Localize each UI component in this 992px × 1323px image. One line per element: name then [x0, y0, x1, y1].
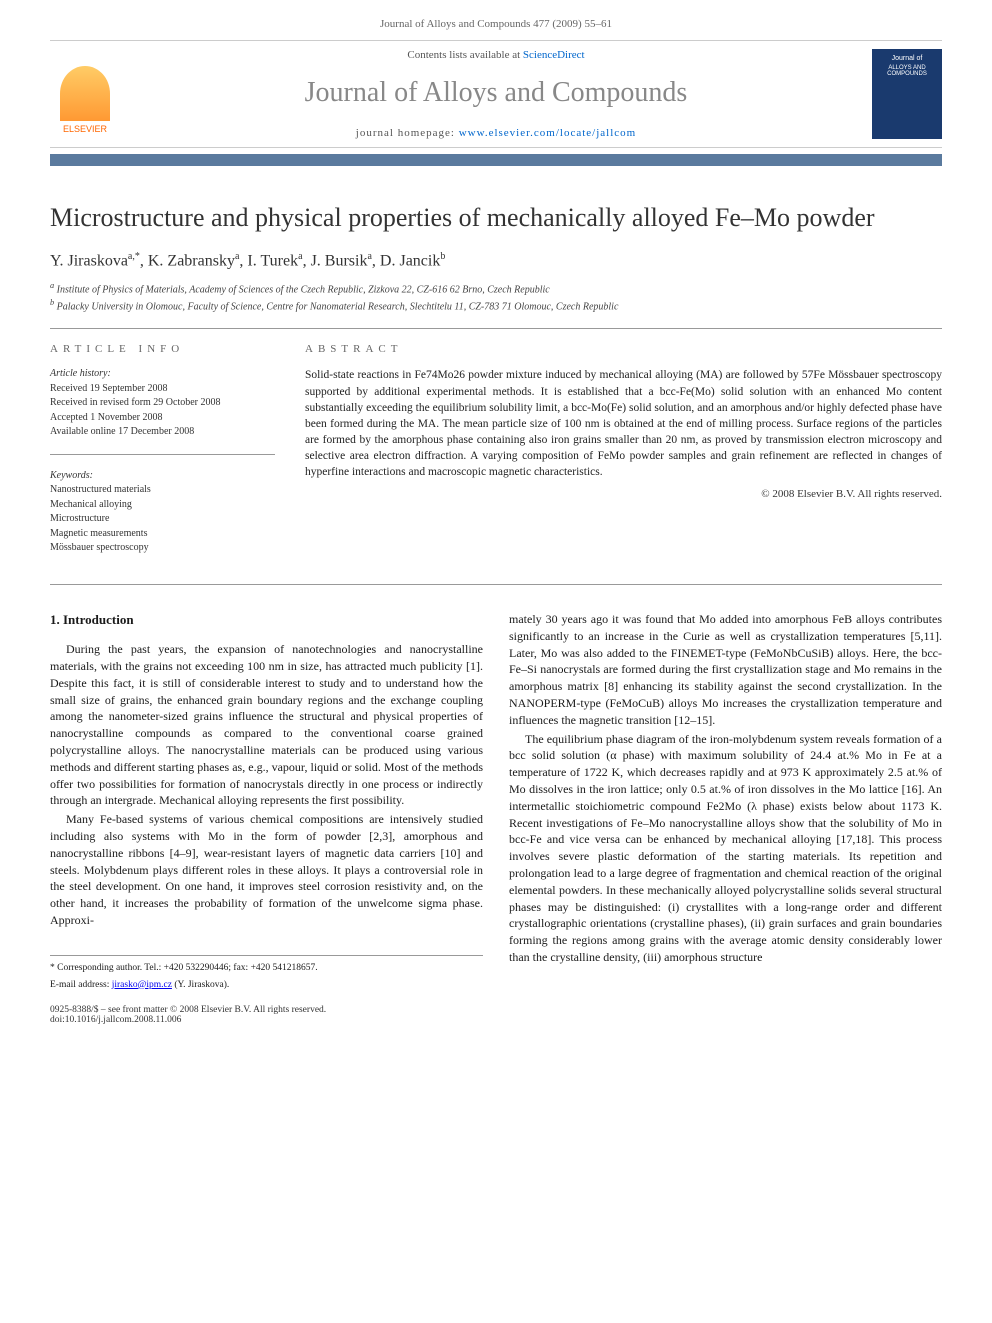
affiliations: a Institute of Physics of Materials, Aca… — [50, 280, 942, 315]
cover-text-2: ALLOYS AND COMPOUNDS — [876, 65, 938, 77]
info-divider — [50, 454, 275, 455]
para-4: The equilibrium phase diagram of the iro… — [509, 731, 942, 966]
author-3: , I. Turek — [239, 252, 298, 269]
author-4: , J. Bursik — [303, 252, 368, 269]
corr-email-line: E-mail address: jirasko@ipm.cz (Y. Jiras… — [50, 979, 483, 992]
homepage-line: journal homepage: www.elsevier.com/locat… — [120, 127, 872, 139]
para-3: mately 30 years ago it was found that Mo… — [509, 611, 942, 729]
issn-line: 0925-8388/$ – see front matter © 2008 El… — [50, 1005, 326, 1015]
journal-name: Journal of Alloys and Compounds — [120, 77, 872, 109]
email-label: E-mail address: — [50, 980, 109, 990]
journal-banner: ELSEVIER Contents lists available at Sci… — [50, 40, 942, 148]
abstract-copyright: © 2008 Elsevier B.V. All rights reserved… — [305, 488, 942, 500]
article-info-head: article info — [50, 343, 275, 355]
abstract-column: abstract Solid-state reactions in Fe74Mo… — [305, 343, 942, 570]
journal-cover-thumb: Journal of ALLOYS AND COMPOUNDS — [872, 49, 942, 139]
corr-email-link[interactable]: jirasko@ipm.cz — [112, 980, 172, 990]
body-text: 1. Introduction During the past years, t… — [50, 611, 942, 991]
sciencedirect-link[interactable]: ScienceDirect — [523, 49, 585, 61]
contents-prefix: Contents lists available at — [407, 49, 522, 61]
history-label: Article history: — [50, 367, 275, 382]
corresponding-footer: * Corresponding author. Tel.: +420 53229… — [50, 955, 483, 992]
elsevier-tree-icon — [60, 66, 110, 121]
publisher-logo: ELSEVIER — [50, 54, 120, 134]
author-1-aff: a,* — [128, 251, 140, 262]
author-1: Y. Jiraskova — [50, 252, 128, 269]
para-2: Many Fe-based systems of various chemica… — [50, 811, 483, 929]
history-2: Accepted 1 November 2008 — [50, 411, 275, 426]
keyword-4: Mössbauer spectroscopy — [50, 541, 275, 556]
article-title: Microstructure and physical properties o… — [50, 202, 942, 235]
article-info-column: article info Article history: Received 1… — [50, 343, 275, 570]
email-who: (Y. Jiraskova). — [174, 980, 229, 990]
cover-text-1: Journal of — [876, 55, 938, 62]
corr-line: * Corresponding author. Tel.: +420 53229… — [50, 962, 483, 975]
keyword-3: Magnetic measurements — [50, 527, 275, 542]
keyword-2: Microstructure — [50, 512, 275, 527]
doi-line: doi:10.1016/j.jallcom.2008.11.006 — [50, 1015, 326, 1025]
author-5-aff: b — [440, 251, 445, 262]
keywords-block: Keywords: Nanostructured materials Mecha… — [50, 469, 275, 556]
divider-2 — [50, 584, 942, 585]
history-1: Received in revised form 29 October 2008 — [50, 396, 275, 411]
page-footer: 0925-8388/$ – see front matter © 2008 El… — [0, 991, 992, 1043]
publisher-label: ELSEVIER — [63, 124, 107, 134]
abstract-head: abstract — [305, 343, 942, 355]
contents-line: Contents lists available at ScienceDirec… — [120, 49, 872, 61]
divider — [50, 328, 942, 329]
abstract-text: Solid-state reactions in Fe74Mo26 powder… — [305, 367, 942, 480]
author-2: , K. Zabransky — [140, 252, 235, 269]
history-0: Received 19 September 2008 — [50, 382, 275, 397]
running-header: Journal of Alloys and Compounds 477 (200… — [0, 0, 992, 40]
affiliation-b: b Palacky University in Olomouc, Faculty… — [50, 297, 942, 314]
author-list: Y. Jiraskovaa,*, K. Zabranskya, I. Turek… — [50, 251, 942, 270]
history-3: Available online 17 December 2008 — [50, 425, 275, 440]
banner-center: Contents lists available at ScienceDirec… — [120, 49, 872, 139]
affiliation-a: a Institute of Physics of Materials, Aca… — [50, 280, 942, 297]
homepage-prefix: journal homepage: — [356, 127, 459, 139]
homepage-link[interactable]: www.elsevier.com/locate/jallcom — [459, 127, 637, 139]
keywords-label: Keywords: — [50, 469, 275, 484]
color-bar — [50, 154, 942, 166]
author-5: , D. Jancik — [372, 252, 440, 269]
para-1: During the past years, the expansion of … — [50, 641, 483, 809]
intro-heading: 1. Introduction — [50, 611, 483, 629]
keyword-1: Mechanical alloying — [50, 498, 275, 513]
article-history: Article history: Received 19 September 2… — [50, 367, 275, 440]
keyword-0: Nanostructured materials — [50, 483, 275, 498]
